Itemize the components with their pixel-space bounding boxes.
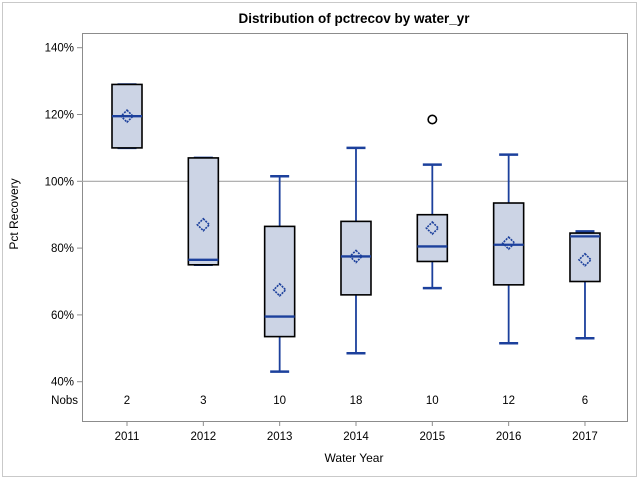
x-tick-label-2012: 2012 [191,431,217,443]
y-tick-label: 100% [45,176,74,188]
y-tick-label: 40% [51,377,74,389]
y-tick-label: 120% [45,110,74,122]
outlier-2015 [427,114,438,125]
nobs-value-2011: 2 [124,395,130,407]
x-tick-label-2011: 2011 [115,431,140,443]
chart-title: Distribution of pctrecov by water_yr [238,11,470,26]
y-tick-label: 80% [51,243,74,255]
mean-diamond-2013 [272,282,287,297]
x-tick-label-2013: 2013 [267,431,293,443]
nobs-value-2013: 10 [273,395,286,407]
mean-diamond-2016 [501,235,516,251]
nobs-value-2017: 6 [582,395,588,407]
plot-frame [82,33,628,422]
mean-diamond-2015 [425,220,440,236]
box-2012 [187,157,220,266]
y-tick-label: 60% [51,310,74,322]
y-tick-label: 140% [45,43,74,55]
x-tick-label-2015: 2015 [420,431,446,443]
box-2014 [340,220,372,296]
nobs-value-2014: 18 [350,395,363,407]
mean-diamond-2012 [196,217,211,232]
nobs-value-2012: 3 [200,395,206,407]
x-axis-label: Water Year [325,451,384,465]
mean-diamond-2011 [119,109,135,124]
mean-diamond-2017 [577,252,593,267]
box-2017 [569,232,601,283]
box-2013 [263,225,296,338]
x-tick-label-2016: 2016 [496,431,522,443]
x-tick-label-2017: 2017 [572,431,598,443]
x-tick-label-2014: 2014 [343,431,369,443]
nobs-value-2016: 12 [502,395,515,407]
y-axis-label: Pct Recovery [7,178,21,249]
nobs-value-2015: 10 [426,395,439,407]
nobs-row-label: Nobs [51,395,78,407]
mean-diamond-2014 [348,249,364,264]
